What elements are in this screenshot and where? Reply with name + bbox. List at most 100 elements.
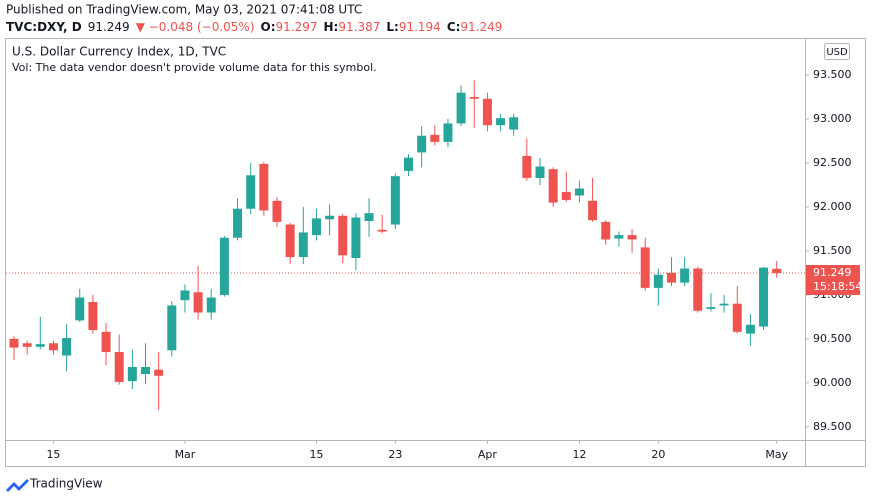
y-tick-label: 91.500 (813, 244, 852, 257)
x-tick-label: Mar (175, 448, 196, 461)
candle-body (206, 297, 216, 313)
candle-body (127, 367, 137, 382)
x-tick-label: 20 (651, 448, 665, 461)
candle-body (246, 175, 256, 209)
x-tick-label: 15 (309, 448, 323, 461)
candle-body (574, 188, 584, 196)
candle-body (35, 344, 45, 347)
candle-body (101, 331, 111, 353)
candle-body (732, 303, 742, 332)
ohlc-value: 91.297 (276, 20, 318, 34)
y-tick-label: 93.500 (813, 68, 852, 81)
y-tick-label: 90.000 (813, 376, 852, 389)
candle-body (180, 290, 190, 301)
candle-body (522, 155, 532, 178)
candle-body (233, 208, 243, 238)
candle-body (219, 237, 229, 295)
y-tick-label: 89.500 (813, 420, 852, 433)
ohlc-value: 91.387 (338, 20, 380, 34)
currency-badge[interactable] (824, 43, 850, 60)
x-tick-label: May (765, 448, 788, 461)
candle-body (75, 297, 85, 321)
currency-label: USD (826, 47, 848, 58)
last-price: 91.249 (88, 20, 130, 34)
y-tick-label: 92.000 (813, 200, 852, 213)
candle-body (88, 301, 98, 331)
candle-body (719, 303, 729, 306)
x-tick-label: Apr (478, 448, 498, 461)
chart-title: U.S. Dollar Currency Index, 1D, TVC (12, 45, 226, 59)
candle-body (772, 268, 782, 274)
candle-body (9, 338, 19, 348)
candle-body (627, 235, 637, 240)
published-line: Published on TradingView.com, May 03, 20… (6, 3, 362, 17)
candle-body (653, 274, 663, 288)
candle-body (62, 337, 72, 356)
candle-body (548, 169, 558, 203)
last-price-label: 91.249 (813, 266, 852, 279)
candle-body (745, 324, 755, 334)
candle-body (377, 229, 387, 232)
candle-body (364, 213, 374, 222)
candle-body (561, 192, 571, 200)
candle-body (154, 369, 164, 376)
candle-body (614, 235, 624, 239)
y-tick-label: 92.500 (813, 156, 852, 169)
x-tick-label: 23 (388, 448, 402, 461)
candle-body (338, 215, 348, 256)
candle-body (404, 157, 413, 171)
candle-body (469, 97, 479, 99)
candle-body (496, 118, 506, 126)
brand-logo (6, 479, 29, 492)
chart-subtitle: Vol: The data vendor doesn't provide vol… (12, 61, 377, 74)
candle-body (482, 98, 492, 126)
candle-body (298, 232, 308, 258)
ohlc-key: L: (386, 20, 398, 34)
candle-body (193, 292, 203, 313)
ohlc-key: C: (447, 20, 461, 34)
candle-body (325, 215, 335, 220)
candle-body (114, 352, 124, 382)
candle-body (285, 224, 295, 258)
ohlc-key: O: (261, 20, 276, 34)
candle-body (601, 221, 611, 240)
symbol-line: TVC:DXY, D 91.249 ▼ −0.048 (−0.05%) O:91.29… (6, 20, 502, 34)
candle-body (351, 217, 361, 258)
candle-body (759, 267, 769, 327)
ohlc-value: 91.249 (460, 20, 502, 34)
candle-body (390, 176, 400, 225)
candle-body (640, 247, 650, 288)
candle-body (272, 200, 282, 222)
candle-body (443, 123, 453, 142)
candle-body (680, 268, 690, 283)
candle-body (311, 218, 321, 236)
last-price-badge (806, 265, 860, 296)
candle-body (693, 268, 703, 311)
brand-name: TradingView (29, 477, 103, 491)
candle-body (167, 305, 177, 351)
candle-body (456, 92, 466, 124)
y-tick-label: 93.000 (813, 112, 852, 125)
candle-body (417, 135, 427, 153)
candle-body (141, 367, 150, 375)
chart-frame (5, 38, 866, 467)
candle-body (667, 272, 676, 283)
x-tick-label: 15 (46, 448, 60, 461)
symbol: TVC:DXY, D (6, 20, 82, 34)
candle-body (22, 343, 32, 347)
candle-body (706, 307, 716, 309)
ohlc-key: H: (324, 20, 339, 34)
countdown: 15:18:54 (813, 280, 862, 293)
ohlc-value: 91.194 (399, 20, 441, 34)
candle-body (48, 343, 58, 351)
candle-body (509, 117, 519, 130)
candle-body (588, 200, 598, 221)
candle-body (430, 134, 440, 142)
change: ▼ −0.048 (−0.05%) (136, 20, 255, 34)
y-tick-label: 90.500 (813, 332, 852, 345)
candle-body (535, 166, 545, 178)
candle-body (259, 163, 269, 211)
x-tick-label: 12 (572, 448, 586, 461)
